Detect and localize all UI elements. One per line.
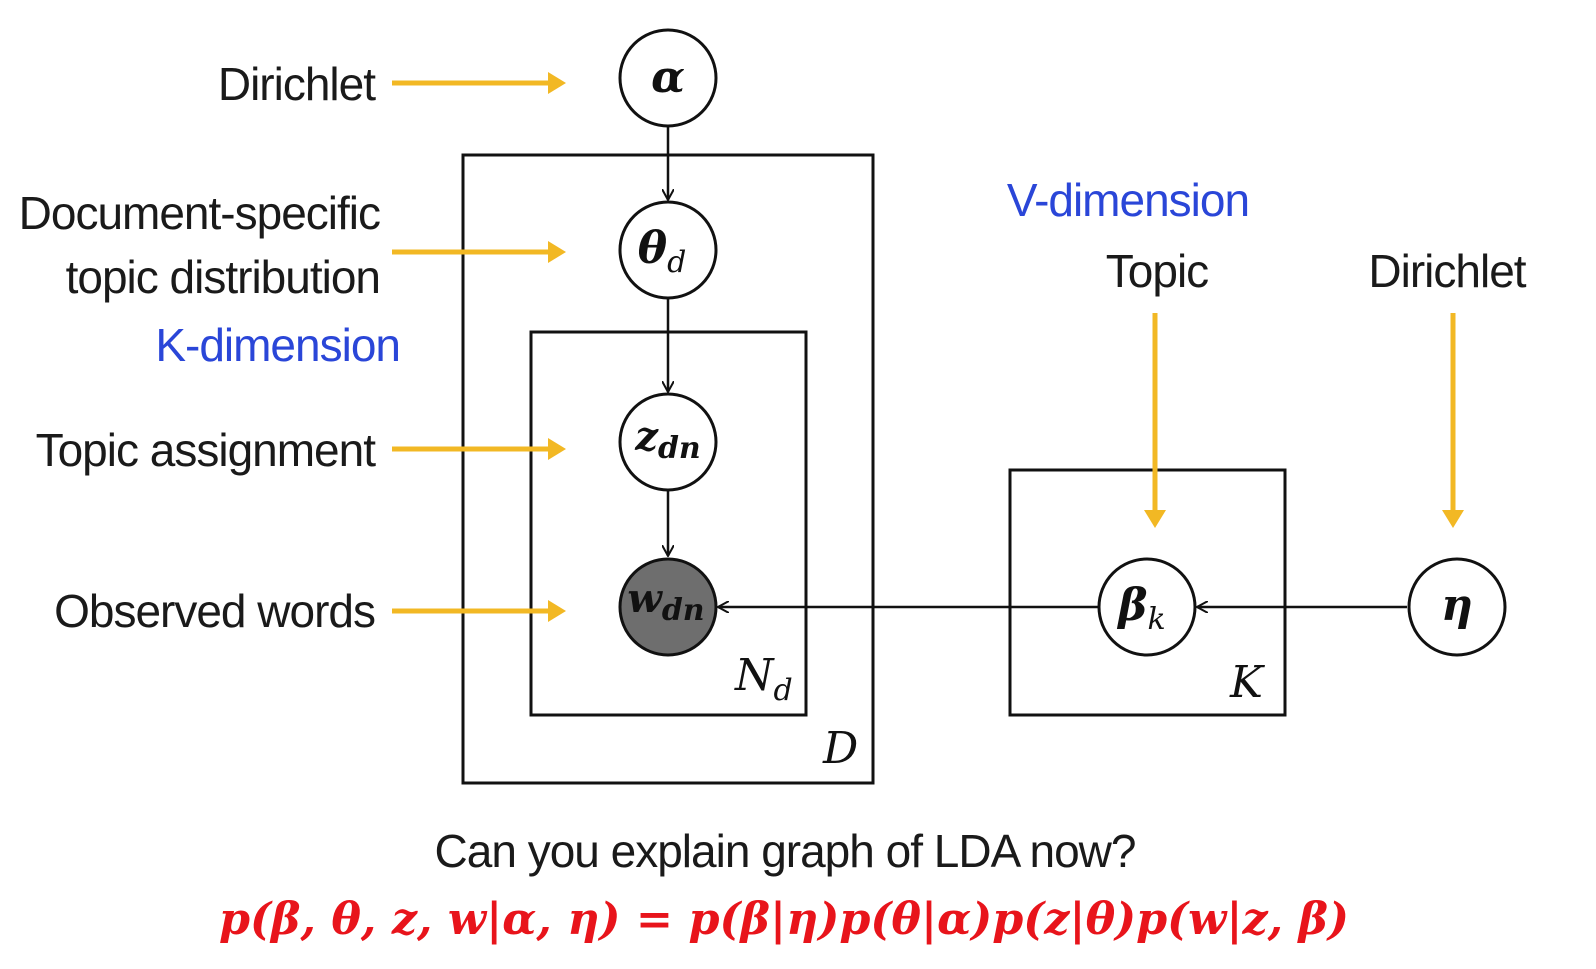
svg-text:zdn: zdn — [634, 413, 701, 466]
question-text: Can you explain graph of LDA now? — [435, 825, 1136, 877]
node-beta-subscript: k — [1148, 602, 1166, 637]
node-theta: θd — [618, 200, 718, 300]
label-doc-topic-line1: Document-specific — [19, 187, 380, 239]
plate-words-symbol: N — [734, 650, 775, 701]
node-alpha-symbol: α — [651, 52, 685, 103]
plate-topics — [1008, 468, 1287, 717]
plate-words-subscript: d — [774, 673, 793, 708]
label-dirichlet-left: Dirichlet — [218, 58, 376, 110]
plate-words-label: Nd — [734, 650, 793, 708]
annotation-arrowhead-alpha — [548, 72, 566, 94]
label-dirichlet-right: Dirichlet — [1368, 245, 1526, 297]
plate-documents-label: D — [822, 723, 858, 774]
node-z-subscript: dn — [658, 431, 701, 466]
svg-text:βk: βk — [1116, 580, 1165, 637]
plate-topics-label: K — [1229, 657, 1265, 708]
label-doc-topic-line2: topic distribution — [66, 251, 380, 303]
node-beta: βk — [1097, 557, 1197, 657]
annotation-arrowhead-z — [548, 438, 566, 460]
svg-text:wdn: wdn — [627, 575, 704, 628]
joint-distribution-formula: p(β, θ, z, w|α, η) = p(β|η)p(θ|α)p(z|θ)p… — [219, 894, 1349, 945]
node-theta-symbol: θ — [638, 223, 668, 274]
label-v-dimension: V-dimension — [1007, 174, 1249, 226]
node-w-subscript: dn — [662, 593, 705, 628]
annotation-arrowhead-dirichlet-right — [1442, 510, 1464, 528]
node-beta-symbol: β — [1116, 580, 1147, 631]
svg-text:θd: θd — [638, 223, 687, 280]
annotation-arrowhead-topic — [1144, 510, 1166, 528]
label-topic: Topic — [1106, 245, 1208, 297]
annotation-arrowhead-w — [548, 600, 566, 622]
label-k-dimension: K-dimension — [155, 319, 400, 371]
node-alpha: α — [618, 28, 718, 128]
node-eta: η — [1407, 557, 1507, 657]
node-w-observed: wdn — [618, 557, 718, 657]
node-z: zdn — [618, 392, 718, 492]
label-observed-words: Observed words — [54, 585, 375, 637]
node-theta-subscript: d — [667, 245, 686, 280]
annotation-arrowhead-theta — [548, 241, 566, 263]
node-eta-symbol: η — [1441, 580, 1473, 631]
node-w-symbol: w — [627, 575, 663, 622]
label-topic-assignment: Topic assignment — [36, 424, 377, 476]
node-z-symbol: z — [634, 413, 659, 460]
